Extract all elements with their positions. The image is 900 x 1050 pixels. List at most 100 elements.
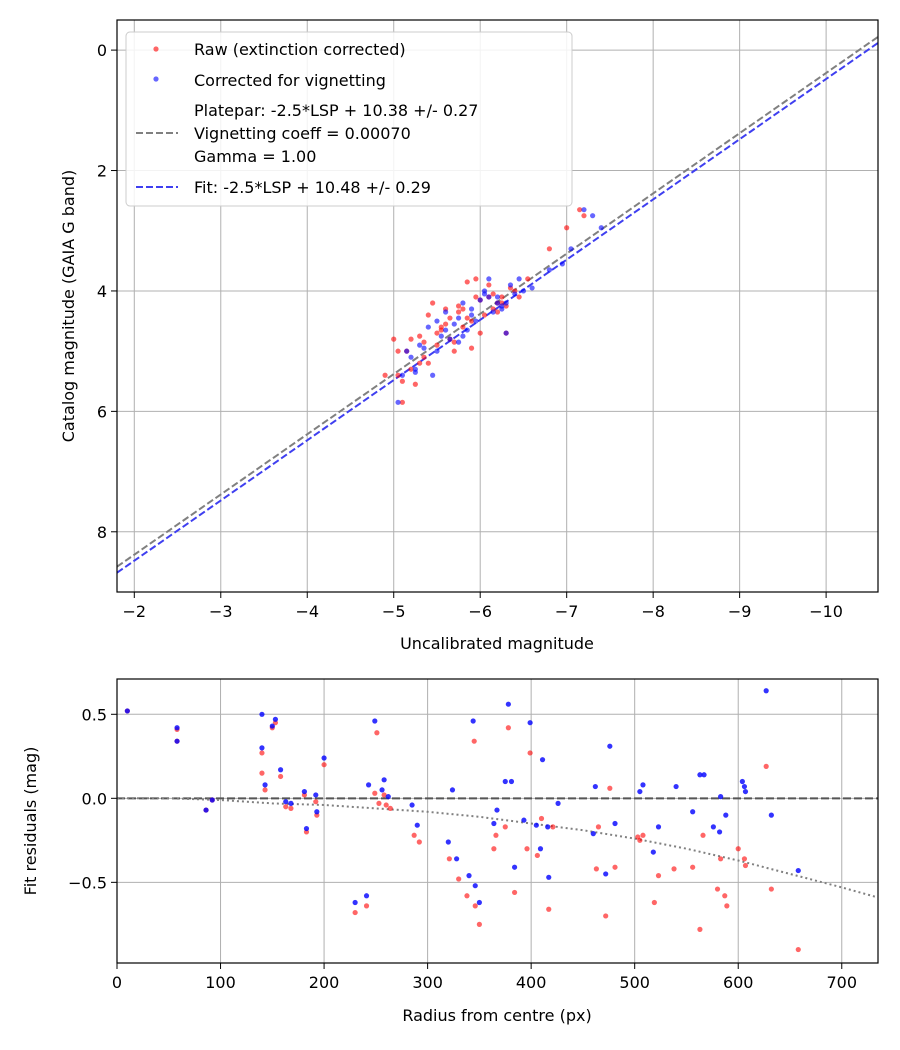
raw-point	[460, 306, 466, 312]
corrected-residual-point	[603, 871, 609, 877]
raw-point	[434, 342, 440, 348]
raw-residual-point	[714, 886, 721, 892]
corrected-point	[395, 399, 401, 405]
raw-residual-point	[524, 846, 530, 852]
corrected-point	[590, 213, 596, 219]
y-tick-label: 0.0	[82, 789, 107, 808]
raw-point	[391, 336, 397, 342]
top-y-ticks: 0 2 4 6 8	[97, 41, 117, 542]
corrected-point	[490, 309, 496, 315]
raw-point	[525, 276, 531, 282]
corrected-point	[421, 345, 427, 351]
corrected-residual-point	[277, 767, 284, 773]
corrected-point	[447, 336, 453, 342]
corrected-point	[399, 372, 405, 378]
bottom-y-ticks: 0.5 0.0 −0.5	[68, 705, 117, 892]
raw-point	[421, 354, 427, 360]
corrected-residual-point	[385, 794, 391, 800]
corrected-point	[443, 327, 449, 333]
raw-residual-point	[313, 799, 319, 805]
corrected-residual-point	[379, 787, 385, 793]
raw-point	[468, 318, 475, 324]
bottom-chart: 0 100 200 300 400 500 600 700 0.5 0.0 −0.5 Radius…	[21, 678, 879, 1025]
raw-point	[455, 309, 462, 315]
x-tick-label: −7	[555, 602, 579, 621]
raw-residual-point	[538, 815, 545, 822]
raw-point	[564, 225, 570, 231]
corrected-residual-point	[539, 757, 546, 763]
raw-point	[473, 294, 479, 300]
corrected-point	[520, 288, 527, 294]
corrected-residual-point	[640, 782, 646, 788]
corrected-point	[516, 276, 522, 282]
corrected-residual-point	[701, 772, 707, 778]
raw-residual-point	[363, 903, 370, 909]
corrected-point	[455, 339, 462, 345]
raw-residual-point	[446, 856, 452, 862]
corrected-residual-point	[718, 794, 724, 800]
corrected-point	[460, 300, 466, 306]
top-x-axis-label: Uncalibrated magnitude	[400, 634, 594, 653]
corrected-point	[512, 291, 518, 297]
raw-residual-point	[700, 832, 706, 838]
raw-residual-point	[640, 832, 646, 838]
raw-point	[447, 315, 453, 321]
corrected-point	[477, 297, 483, 303]
raw-residual-point	[352, 909, 358, 916]
corrected-residual-point	[521, 817, 527, 823]
raw-point	[546, 246, 552, 252]
raw-residual-point	[502, 824, 508, 830]
legend-corrected-label: Corrected for vignetting	[194, 71, 386, 90]
x-tick-label: −6	[468, 602, 492, 621]
raw-point	[490, 291, 496, 297]
corrected-point	[412, 369, 418, 375]
corrected-point	[486, 276, 492, 282]
x-tick-label: 100	[205, 973, 236, 992]
corrected-point	[438, 333, 444, 339]
legend-raw-marker	[153, 46, 159, 52]
corrected-residual-point	[650, 849, 656, 855]
raw-point	[499, 294, 505, 300]
corrected-point	[494, 294, 501, 300]
corrected-residual-point	[502, 778, 508, 785]
corrected-point	[425, 324, 431, 330]
corrected-residual-point	[303, 825, 310, 832]
corrected-point	[559, 261, 565, 267]
top-x-ticks: −2 −3 −4 −5 −6 −7 −8 −9 −10	[122, 592, 843, 621]
corrected-point	[455, 315, 462, 321]
corrected-residual-point	[739, 778, 745, 785]
raw-residual-point	[464, 893, 470, 899]
legend-box	[125, 31, 573, 207]
corrected-residual-point	[505, 701, 511, 707]
corrected-residual-point	[124, 708, 130, 714]
raw-residual-point	[381, 792, 387, 798]
corrected-residual-point	[476, 899, 482, 906]
y-tick-label: 4	[97, 282, 107, 301]
raw-point	[395, 348, 401, 354]
raw-residual-point	[491, 846, 497, 852]
corrected-residual-point	[537, 846, 544, 852]
legend-fit-label: Fit: -2.5*LSP + 10.48 +/- 0.29	[194, 178, 431, 197]
raw-residual-point	[742, 862, 749, 869]
raw-residual-point	[511, 889, 518, 896]
top-chart: −2 −3 −4 −5 −6 −7 −8 −9 −10 0 2 4 6 8 Uncalibrated m…	[59, 19, 879, 653]
raw-residual-point	[718, 856, 724, 862]
corrected-residual-point	[612, 820, 618, 827]
corrected-residual-point	[710, 824, 716, 830]
corrected-point	[404, 348, 410, 354]
y-tick-label: 2	[97, 162, 107, 181]
raw-residual-point	[546, 906, 552, 912]
bottom-reference-lines	[117, 797, 879, 899]
raw-residual-point	[735, 846, 741, 852]
raw-residual-point	[259, 770, 265, 776]
raw-point	[473, 276, 479, 282]
x-tick-label: −8	[641, 602, 665, 621]
corrected-residual-point	[203, 807, 209, 813]
raw-point	[464, 279, 470, 285]
top-legend: Raw (extinction corrected) Corrected for…	[125, 31, 573, 207]
raw-point	[417, 333, 423, 339]
bottom-axes-frame	[116, 678, 879, 964]
corrected-point	[473, 318, 479, 324]
raw-residual-point	[671, 866, 677, 872]
